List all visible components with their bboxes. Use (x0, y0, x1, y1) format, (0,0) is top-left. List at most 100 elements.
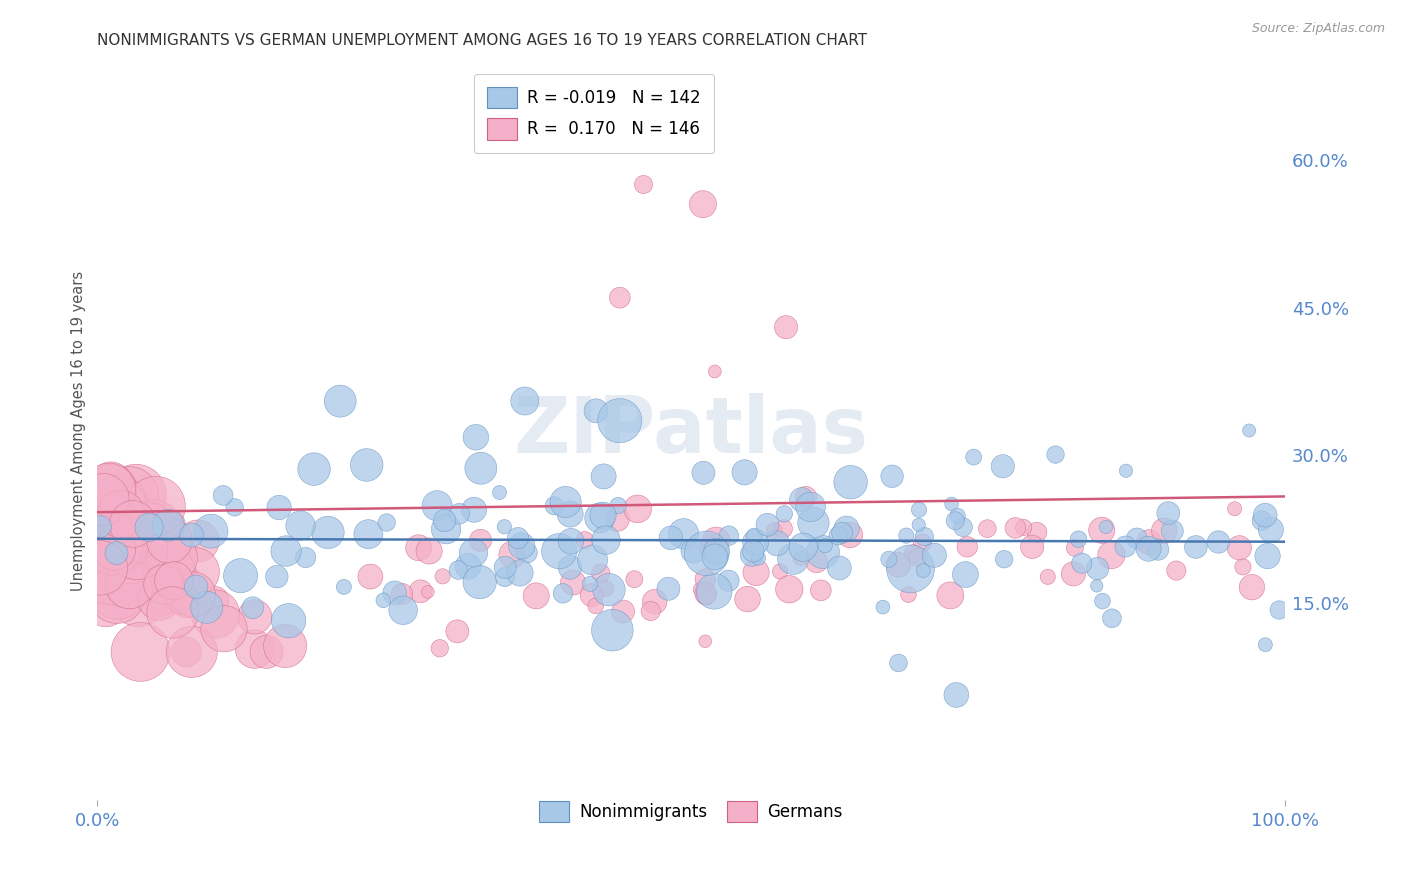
Point (159, 518, 181, 533)
Point (108, 514, 131, 528)
Point (1254, 638, 1277, 652)
Point (200, 524, 222, 538)
Point (803, 516, 825, 530)
Point (887, 656, 910, 670)
Point (581, 553, 603, 567)
Point (128, 590, 150, 604)
Point (110, 507, 132, 521)
Point (1045, 448, 1067, 462)
Point (333, 580, 356, 594)
Point (94, 597, 117, 611)
Point (118, 577, 141, 591)
Point (112, 521, 135, 535)
Point (1036, 570, 1059, 584)
Point (717, 529, 740, 543)
Point (162, 559, 184, 574)
Point (463, 546, 485, 560)
Point (375, 516, 398, 530)
Point (294, 550, 316, 565)
Point (592, 508, 614, 523)
Point (877, 552, 900, 566)
Point (1114, 540, 1136, 554)
Point (103, 542, 125, 557)
Point (101, 538, 124, 552)
Point (1091, 523, 1114, 537)
Point (1240, 580, 1263, 594)
Point (993, 552, 1015, 566)
Point (256, 645, 278, 659)
Point (1137, 541, 1160, 556)
Point (690, 582, 713, 597)
Point (112, 515, 135, 529)
Point (1157, 506, 1180, 520)
Point (91, 492, 114, 507)
Point (509, 566, 531, 580)
Point (408, 541, 430, 555)
Point (1070, 556, 1092, 570)
Point (839, 475, 862, 490)
Point (810, 583, 832, 598)
Point (184, 580, 207, 594)
Point (560, 534, 582, 549)
Point (598, 582, 620, 597)
Point (184, 565, 207, 579)
Point (1254, 508, 1277, 523)
Point (695, 634, 717, 648)
Point (155, 571, 177, 585)
Point (1062, 566, 1084, 581)
Point (124, 569, 146, 583)
Point (737, 592, 759, 607)
Point (1185, 540, 1208, 554)
Point (1137, 535, 1160, 549)
Point (91, 511, 114, 525)
Point (384, 585, 406, 599)
Text: ZIPatlas: ZIPatlas (513, 392, 869, 468)
Point (449, 507, 471, 521)
Point (800, 500, 823, 514)
Point (494, 520, 516, 534)
Point (703, 584, 725, 599)
Point (543, 499, 565, 513)
Point (329, 394, 352, 409)
Point (581, 588, 603, 602)
Point (357, 527, 380, 541)
Point (607, 499, 630, 513)
Point (1095, 520, 1118, 534)
Point (132, 566, 155, 581)
Point (524, 589, 547, 603)
Point (703, 549, 725, 564)
Point (163, 574, 186, 588)
Point (1161, 524, 1184, 538)
Point (204, 607, 226, 621)
Point (1067, 532, 1090, 546)
Point (626, 502, 648, 516)
Point (1087, 561, 1109, 575)
Point (592, 469, 614, 483)
Point (589, 566, 612, 581)
Point (142, 521, 165, 535)
Point (89, 561, 111, 575)
Point (107, 498, 129, 512)
Point (157, 518, 180, 533)
Point (1232, 559, 1254, 574)
Point (896, 528, 918, 542)
Point (195, 600, 218, 615)
Point (516, 546, 538, 560)
Point (120, 547, 142, 561)
Point (956, 540, 979, 554)
Point (558, 560, 581, 574)
Point (744, 535, 766, 549)
Point (1166, 564, 1188, 578)
Point (908, 502, 931, 516)
Point (900, 562, 922, 576)
Point (243, 642, 266, 657)
Point (794, 490, 817, 504)
Point (142, 533, 165, 547)
Point (706, 544, 728, 558)
Point (359, 569, 381, 583)
Point (243, 610, 266, 624)
Point (560, 507, 582, 521)
Point (742, 544, 765, 558)
Point (152, 586, 174, 600)
Point (157, 533, 180, 548)
